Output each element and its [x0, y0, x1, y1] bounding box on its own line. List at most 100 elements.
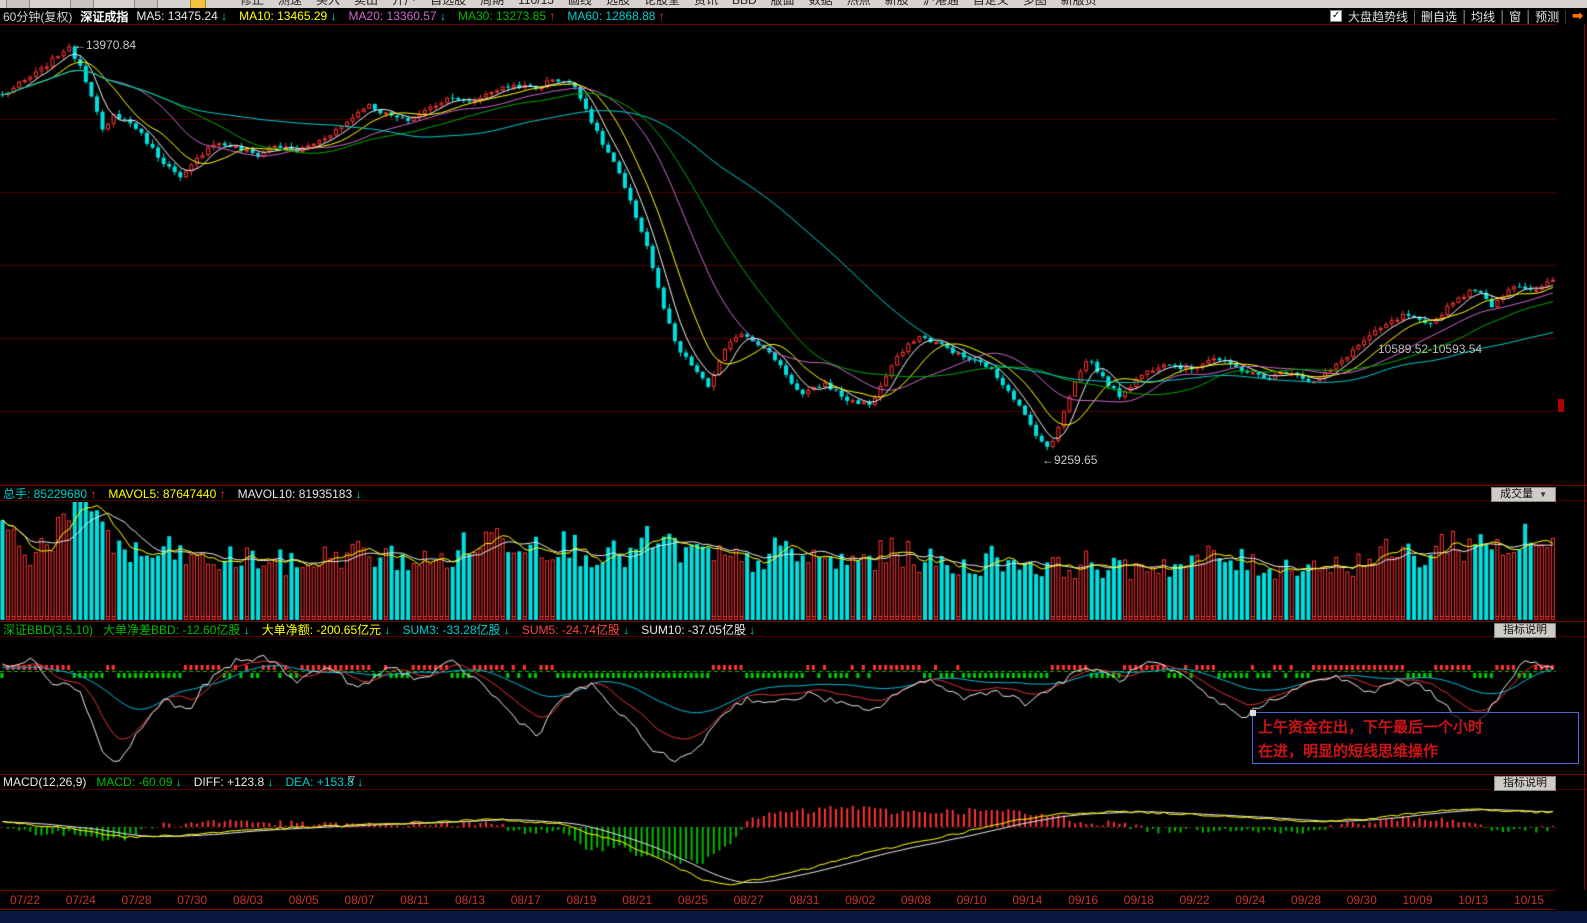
date-tick: 09/02 [845, 893, 876, 907]
bbd-field: SUM10: -37.05亿股 ↓ [641, 622, 756, 637]
menu-item[interactable]: 资讯 [693, 0, 718, 7]
down-arrow-icon: ↓ [381, 622, 391, 637]
ma-field: MA5: 13475.24 ↓ [136, 9, 228, 23]
menu-item[interactable]: 版面 [770, 0, 795, 7]
date-tick: 10/09 [1402, 893, 1433, 907]
date-tick: 08/07 [344, 893, 375, 907]
user-annotation-box[interactable]: 上午资金在出，下午最后一个小时 在进，明显的短线思维操作 [1250, 710, 1579, 764]
date-tick: 08/05 [288, 893, 319, 907]
gap-zone-label: 10589.52-10593.54 [1378, 342, 1483, 356]
date-tick: 08/17 [510, 893, 541, 907]
alert-dot-icon[interactable] [190, 0, 206, 8]
macd-help-button[interactable]: 指标说明 [1494, 776, 1556, 791]
date-tick: 08/31 [789, 893, 820, 907]
chart-title-bar: 60分钟(复权) 深证成指 MA5: 13475.24 ↓ MA10: 13465… [0, 8, 1587, 24]
ma-field: MA60: 12868.88 ↑ [567, 9, 665, 23]
date-tick: 08/27 [733, 893, 764, 907]
menu-item[interactable]: 论股堂 [643, 0, 680, 7]
menu-item[interactable]: 画线 [567, 0, 592, 7]
down-arrow-icon: ↓ [353, 775, 364, 789]
trend-line-checkbox[interactable]: ✓ [1330, 10, 1343, 22]
menu-item[interactable]: 修正 [240, 0, 265, 7]
date-tick: 09/22 [1179, 893, 1210, 907]
bbd-help-button[interactable]: 指标说明 [1494, 623, 1556, 638]
macd-field: DIFF: +123.8 ↓ [193, 775, 274, 789]
symbol-name[interactable]: 深证成指 [80, 9, 129, 24]
toolbar-button[interactable]: 删自选 [1414, 9, 1465, 24]
date-tick: 08/21 [622, 893, 653, 907]
period-label: 60分钟(复权) [3, 9, 73, 24]
down-arrow-icon: ↓ [217, 9, 228, 23]
menu-items: 修正 测速 买入 卖出 开户 自选股 周期 110/15 画线 选股 论股堂 资讯 BBD 版面 数据 热点 新… [0, 0, 1097, 8]
menu-item[interactable]: 开户 [392, 0, 417, 7]
menu-item[interactable]: 周期 [480, 0, 505, 7]
indicator-readout: 60分钟(复权) 深证成指 MA5: 13475.24 ↓ MA10: 13465… [0, 8, 677, 25]
ma-field: MA30: 13273.85 ↑ [457, 9, 556, 23]
date-tick: 09/30 [1346, 893, 1377, 907]
right-scroll-handle[interactable] [1558, 399, 1564, 412]
low-price-label: ←9259.65 [1042, 453, 1098, 467]
menu-item[interactable]: 自定义 [972, 0, 1009, 7]
down-arrow-icon: ↓ [327, 9, 337, 23]
date-tick: 09/08 [900, 893, 931, 907]
menu-item[interactable]: 沪港通 [922, 0, 959, 7]
down-arrow-icon: ↓ [500, 622, 510, 637]
up-arrow-icon: ↑ [546, 9, 556, 23]
date-tick: 08/19 [566, 893, 597, 907]
ma-field: MA10: 13465.29 ↓ [239, 9, 337, 23]
date-tick: 09/14 [1012, 893, 1043, 907]
menu-item[interactable]: 新版页 [1060, 0, 1097, 7]
down-arrow-icon: ↓ [619, 622, 630, 637]
menu-item[interactable]: 热点 [846, 0, 871, 7]
date-tick: 09/18 [1123, 893, 1154, 907]
volume-field: MAVOL5: 87647440 ↑ [108, 486, 226, 501]
toolbar-button[interactable]: 预测 [1528, 9, 1567, 24]
date-tick: 07/28 [121, 893, 152, 907]
menu-item[interactable]: 110/15 [518, 0, 554, 7]
down-arrow-icon: ↓ [264, 775, 274, 789]
indicator-select-dropdown[interactable]: 成交量 ▼ [1491, 487, 1556, 502]
down-arrow-icon: ↓ [436, 9, 446, 23]
volume-field: MAVOL10: 81935183 ↓ [237, 486, 362, 501]
menu-item[interactable]: 选股 [605, 0, 630, 7]
annotation-line2: 在进，明显的短线思维操作 [1258, 743, 1439, 760]
toolbar-square-icon[interactable] [6, 0, 30, 8]
volume-chart-panel[interactable] [0, 502, 1556, 621]
toolbar-button[interactable]: 窗 [1502, 9, 1529, 24]
volume-values: 总手: 85229680 ↑ MAVOL5: 87647440 ↑ MAVOL10:… [3, 485, 373, 502]
date-tick: 09/24 [1235, 893, 1266, 907]
date-tick: 08/13 [454, 893, 486, 907]
trend-line-label: 大盘趋势线 [1348, 9, 1409, 24]
next-page-arrow-icon[interactable]: ➡ [1572, 8, 1583, 23]
date-tick: 10/13 [1458, 893, 1489, 907]
right-border-line [1584, 24, 1585, 890]
menu-item[interactable]: 测速 [278, 0, 303, 7]
menu-item[interactable]: BBD [732, 0, 757, 7]
toolbar-button[interactable]: 均线 [1464, 9, 1503, 24]
menu-item[interactable]: 新股 [884, 0, 909, 7]
candlestick-chart-panel[interactable]: ←13970.84 ←9259.65 10589.52-10593.54 [0, 24, 1556, 486]
toolbar-square-icon[interactable] [134, 0, 158, 8]
annotation-drag-handle[interactable] [1250, 710, 1256, 716]
bbd-panel-header: 深证BBD(3,5,10) 大单净差BBD: -12.60亿股 ↓ 大单净额: -… [0, 621, 1587, 638]
menu-item[interactable]: 卖出 [354, 0, 379, 7]
toolbar-buttons: 删自选 均线窗预测 [1414, 8, 1567, 25]
down-arrow-icon: ↓ [240, 622, 250, 637]
up-arrow-icon: ↑ [655, 9, 665, 23]
bbd-field: SUM5: -24.74亿股 ↓ [521, 622, 630, 637]
date-tick: 08/11 [400, 893, 430, 907]
menu-item[interactable]: 自选股 [430, 0, 467, 7]
volume-panel-header: 总手: 85229680 ↑ MAVOL5: 87647440 ↑ MAVOL10:… [0, 485, 1587, 502]
down-arrow-icon: ↓ [172, 775, 182, 789]
toolbar-square-icon[interactable] [70, 0, 94, 8]
peak-price-label: ←13970.84 [74, 38, 137, 52]
date-tick: 07/30 [177, 893, 208, 907]
macd-chart-panel[interactable] [0, 791, 1556, 889]
down-arrow-icon: ↓ [352, 486, 362, 501]
menu-item[interactable]: 买入 [316, 0, 341, 7]
menu-item[interactable]: 数据 [808, 0, 833, 7]
bbd-field: 大单净额: -200.65亿元 ↓ [261, 622, 391, 637]
date-tick: 10/15 [1513, 893, 1544, 907]
menu-item[interactable]: 多图 [1022, 0, 1047, 7]
volume-field: 总手: 85229680 ↑ [3, 486, 97, 501]
